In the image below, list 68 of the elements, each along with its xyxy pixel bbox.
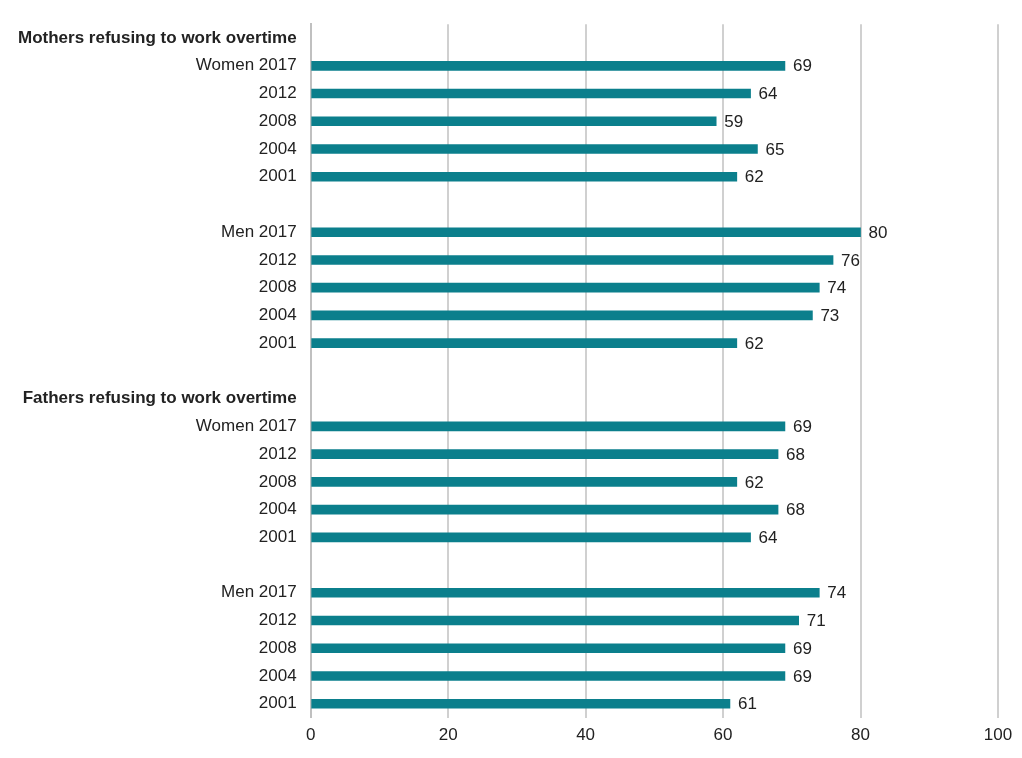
bar <box>311 227 861 238</box>
x-tick-label: 40 <box>576 725 596 745</box>
data-label: 65 <box>765 139 785 159</box>
bar <box>311 421 786 432</box>
y-tick-label: 2004 <box>258 305 297 325</box>
y-tick-label: 2004 <box>258 499 297 519</box>
x-tick-label: 100 <box>983 725 1013 745</box>
bar <box>311 255 834 265</box>
y-tick-label: 2001 <box>258 166 297 186</box>
x-tick-label: 0 <box>305 725 316 745</box>
y-tick-label: 2008 <box>258 277 297 297</box>
bar <box>311 477 738 487</box>
data-label: 68 <box>786 500 805 520</box>
bar <box>311 338 738 348</box>
y-tick-label: 2008 <box>258 637 297 657</box>
bar <box>311 88 751 99</box>
bar <box>311 116 717 127</box>
data-label: 80 <box>868 222 888 242</box>
bar <box>311 504 779 515</box>
x-tick-label: 20 <box>438 725 458 745</box>
bar <box>311 532 751 543</box>
bar <box>311 449 779 459</box>
y-tick-label: Men 2017 <box>221 582 297 602</box>
data-label: 62 <box>744 167 764 187</box>
y-tick-label: Women 2017 <box>195 416 297 436</box>
bar <box>311 171 738 182</box>
y-tick-label: 2001 <box>258 332 297 352</box>
data-label: 69 <box>792 666 812 686</box>
data-label: 64 <box>758 84 778 104</box>
y-tick-label: 2012 <box>258 443 297 463</box>
x-tick-label: 60 <box>713 725 733 745</box>
data-label: 68 <box>786 444 805 464</box>
data-label: 71 <box>806 611 826 631</box>
data-label: 62 <box>744 333 764 353</box>
y-tick-label: 2012 <box>258 249 297 269</box>
bar <box>311 60 786 71</box>
y-tick-label: Fathers refusing to work overtime <box>22 388 297 408</box>
y-tick-label: 2008 <box>258 110 297 130</box>
y-tick-label: 2004 <box>258 138 297 158</box>
y-tick-label: 2008 <box>258 471 297 491</box>
x-tick-label: 80 <box>851 725 870 745</box>
data-label: 69 <box>792 56 812 76</box>
data-label: 61 <box>737 694 757 714</box>
data-label: 69 <box>792 417 812 437</box>
bar <box>311 144 758 154</box>
bar <box>311 587 820 598</box>
y-tick-label: 2004 <box>258 665 297 685</box>
y-tick-label: 2001 <box>258 527 297 546</box>
bar <box>311 282 820 293</box>
y-tick-label: Mothers refusing to work overtime <box>17 27 297 47</box>
bar <box>311 671 786 681</box>
data-label: 64 <box>758 528 778 547</box>
y-tick-label: 2012 <box>258 83 297 103</box>
data-label: 76 <box>841 250 860 270</box>
y-tick-label: Women 2017 <box>195 55 297 75</box>
data-label: 69 <box>792 638 812 658</box>
bar <box>311 698 731 709</box>
y-tick-label: 2012 <box>258 610 297 630</box>
bar <box>311 643 786 654</box>
y-tick-label: Men 2017 <box>221 221 297 241</box>
data-label: 59 <box>724 111 744 131</box>
bar <box>311 615 799 626</box>
data-label: 62 <box>744 472 764 492</box>
data-label: 74 <box>827 278 847 298</box>
y-tick-label: 2001 <box>258 693 297 713</box>
data-label: 74 <box>827 583 847 603</box>
bar <box>311 310 813 321</box>
data-label: 73 <box>820 306 840 326</box>
